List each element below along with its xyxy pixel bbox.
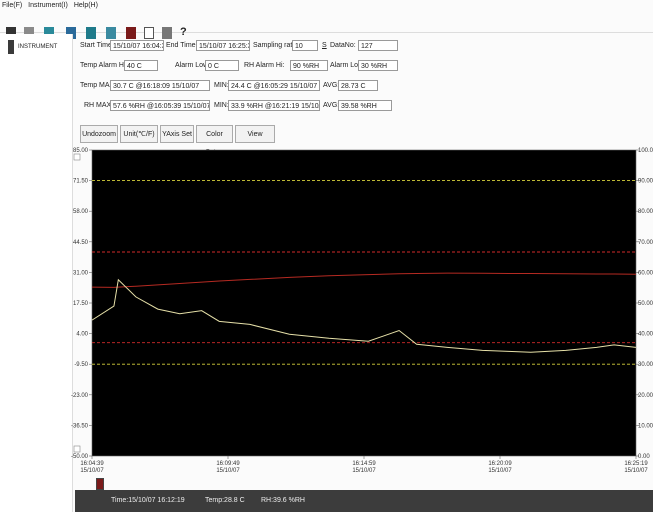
field-value: 15/10/07 16:04:39 — [110, 40, 164, 51]
field-value: 10 — [292, 40, 318, 51]
x-tick-label: 16:14:59 — [352, 461, 376, 467]
status-time: Time:15/10/07 16:12:19 — [111, 497, 185, 504]
zoom-handle[interactable] — [73, 445, 81, 453]
tool-icon[interactable] — [126, 27, 136, 39]
field-value: 90 %RH — [290, 60, 328, 71]
y2-tick-label: 90.00 — [638, 179, 653, 185]
button[interactable]: Undozoom — [80, 125, 118, 143]
field-value: 30.7 C @16:18:09 15/10/07 — [110, 80, 210, 91]
field-value: 40 C — [124, 60, 158, 71]
field-label: Temp Alarm Hi: — [80, 62, 128, 69]
y-tick-label: -9.50 — [74, 362, 88, 368]
series-line — [91, 278, 637, 353]
x-tick-label: 16:25:19 — [624, 461, 648, 467]
field-value: 30 %RH — [358, 60, 398, 71]
y-tick-label: 58.00 — [73, 209, 89, 215]
tool-icon[interactable] — [144, 27, 154, 39]
menu-item[interactable]: Help(H) — [73, 2, 98, 9]
toolbar: ? — [0, 12, 653, 39]
y2-tick-label: 0.00 — [638, 454, 650, 460]
y-tick-label: 44.50 — [73, 240, 89, 246]
y2-tick-label: 40.00 — [638, 332, 653, 338]
tool-icon[interactable] — [44, 27, 54, 39]
y-tick-label: -36.50 — [71, 423, 89, 429]
tool-icon[interactable] — [162, 27, 172, 39]
field-value: 28.73 C — [338, 80, 378, 91]
tool-icon[interactable] — [24, 27, 34, 39]
x-tick-label: 15/10/07 — [216, 468, 240, 474]
y2-tick-label: 20.00 — [638, 393, 653, 399]
y2-tick-label: 10.00 — [638, 423, 653, 429]
device-label[interactable]: INSTRUMENT — [18, 44, 58, 50]
tool-icon[interactable] — [66, 27, 76, 39]
x-tick-label: 15/10/07 — [352, 468, 376, 474]
y2-tick-label: 70.00 — [638, 240, 653, 246]
sidebar: INSTRUMENT — [0, 34, 73, 512]
device-icon — [8, 40, 14, 54]
y-tick-label: 31.00 — [73, 270, 89, 276]
tool-icon[interactable] — [106, 27, 116, 39]
y2-tick-label: 30.00 — [638, 362, 653, 368]
x-tick-label: 16:20:09 — [488, 461, 512, 467]
field-label: Temp MAX: — [80, 82, 117, 89]
y2-tick-label: 50.00 — [638, 301, 653, 307]
unit-label: S — [322, 42, 327, 49]
x-tick-label: 16:09:49 — [216, 461, 240, 467]
y2-tick-label: 60.00 — [638, 270, 653, 276]
field-label: Alarm Low: — [330, 62, 366, 69]
button[interactable]: View — [235, 125, 275, 143]
plot-area — [91, 149, 637, 457]
field-label: RH MAX: — [84, 102, 114, 109]
help-icon[interactable]: ? — [180, 26, 187, 38]
menu-item[interactable]: File(F) — [2, 2, 23, 9]
field-label: Sampling rate: — [253, 42, 299, 49]
menu-item[interactable]: Instrument(I) — [28, 2, 68, 9]
field-label: Alarm Low: — [175, 62, 211, 69]
series-line — [91, 272, 637, 288]
scroll-thumb[interactable] — [96, 478, 104, 490]
status-rh: RH:39.6 %RH — [261, 497, 305, 504]
y-tick-label: 85.00 — [73, 148, 89, 154]
field-value: 24.4 C @16:05:29 15/10/07 — [228, 80, 320, 91]
menu-bar: File(F) Instrument(I) Help(H) — [2, 2, 98, 9]
field-value: 39.58 %RH — [338, 100, 392, 111]
y-tick-label: -50.00 — [71, 454, 89, 460]
x-tick-label: 16:04:39 — [80, 461, 104, 467]
field-label: AVG: — [323, 82, 340, 89]
tool-icon[interactable] — [86, 27, 96, 39]
field-label: DataNo: — [330, 42, 356, 49]
button[interactable]: YAxis Set — [160, 125, 194, 143]
button[interactable]: Color Setup — [196, 125, 233, 156]
field-value: 33.9 %RH @16:21:19 15/10/07 — [228, 100, 320, 111]
x-tick-label: 15/10/07 — [80, 468, 104, 474]
y2-tick-label: 80.00 — [638, 209, 653, 215]
tool-icon[interactable] — [6, 27, 16, 39]
field-value: 0 C — [205, 60, 239, 71]
button[interactable]: Unit(℃/F) — [120, 125, 158, 143]
chart: 85.00 71.50 58.00 44.50 31.00 17.50 4.00 -9.50 -… — [71, 148, 653, 474]
field-label: AVG: — [323, 102, 340, 109]
field-value: 15/10/07 16:25:39 — [196, 40, 250, 51]
status-bar: Time:15/10/07 16:12:19 Temp:28.8 C RH:39… — [75, 490, 653, 512]
status-temp: Temp:28.8 C — [205, 497, 245, 504]
x-tick-label: 15/10/07 — [488, 468, 512, 474]
y-tick-label: 4.00 — [76, 332, 88, 338]
field-label: End Time: — [166, 42, 198, 49]
y-tick-label: 71.50 — [73, 179, 89, 185]
field-label: RH Alarm Hi: — [244, 62, 285, 69]
field-label: MIN: — [214, 82, 229, 89]
zoom-handle[interactable] — [73, 153, 81, 161]
y-tick-label: 17.50 — [73, 301, 89, 307]
y-tick-label: -23.00 — [71, 393, 89, 399]
field-value: 127 — [358, 40, 398, 51]
field-label: MIN: — [214, 102, 229, 109]
y2-tick-label: 100.00 — [638, 148, 653, 154]
x-tick-label: 15/10/07 — [624, 468, 648, 474]
field-label: Start Time: — [80, 42, 114, 49]
field-value: 57.6 %RH @16:05:39 15/10/07 — [110, 100, 210, 111]
